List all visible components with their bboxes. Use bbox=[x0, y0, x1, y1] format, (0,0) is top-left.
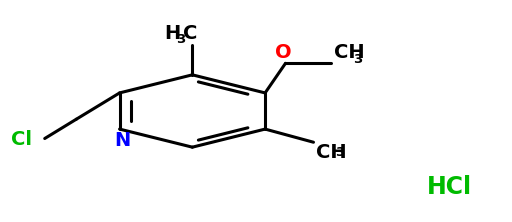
Text: CH: CH bbox=[316, 143, 347, 162]
Text: H: H bbox=[164, 24, 181, 43]
Text: 3: 3 bbox=[177, 33, 186, 46]
Text: 3: 3 bbox=[335, 146, 345, 159]
Text: O: O bbox=[274, 43, 291, 62]
Text: 3: 3 bbox=[353, 53, 362, 65]
Text: N: N bbox=[114, 131, 130, 150]
Text: C: C bbox=[183, 24, 197, 43]
Text: CH: CH bbox=[334, 43, 365, 62]
Text: HCl: HCl bbox=[427, 175, 472, 199]
Text: Cl: Cl bbox=[11, 130, 32, 149]
